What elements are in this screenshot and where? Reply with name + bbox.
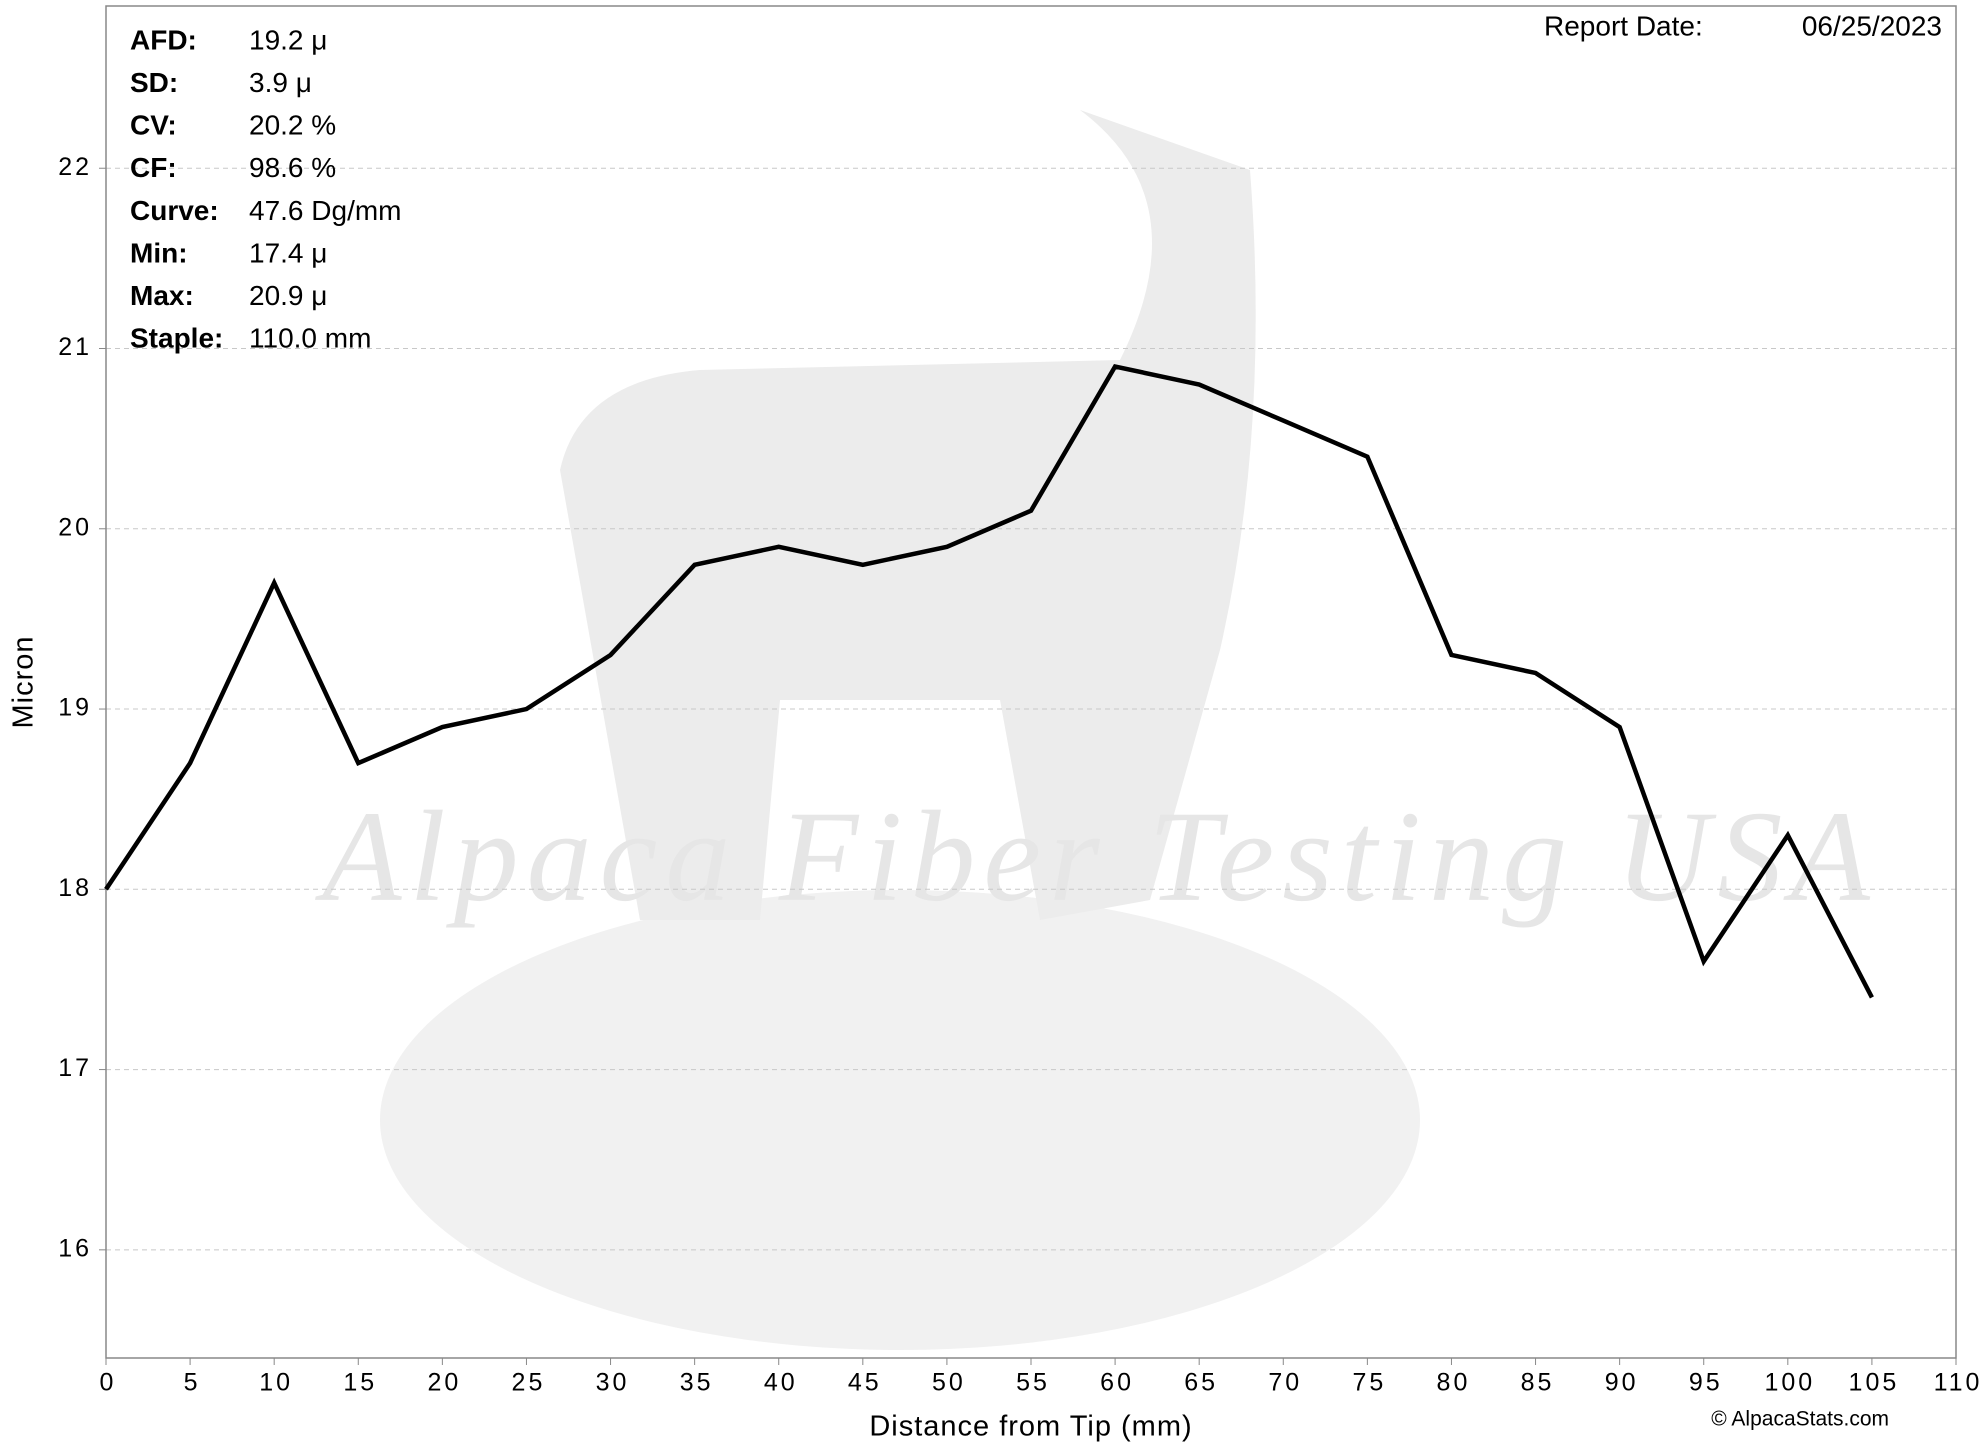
- x-tick-label: 45: [848, 1369, 882, 1397]
- stat-label: Staple:: [130, 323, 223, 354]
- stat-label: AFD:: [130, 24, 197, 55]
- x-tick-label: 25: [512, 1369, 546, 1397]
- x-tick-label: 110: [1934, 1369, 1980, 1397]
- y-tick-label: 16: [58, 1234, 92, 1262]
- stat-value: 110.0 mm: [249, 323, 371, 354]
- y-tick-label: 17: [58, 1054, 92, 1082]
- y-tick-label: 18: [58, 874, 92, 902]
- stat-label: Min:: [130, 237, 188, 268]
- x-tick-label: 95: [1689, 1369, 1723, 1397]
- watermark: Alpaca Fiber Testing USA: [314, 785, 1878, 929]
- stat-value: 19.2 μ: [249, 24, 327, 55]
- x-tick-label: 40: [764, 1369, 798, 1397]
- x-tick-label: 50: [932, 1369, 966, 1397]
- stat-value: 20.9 μ: [249, 280, 327, 311]
- stat-label: CV:: [130, 110, 177, 141]
- x-tick-label: 105: [1849, 1369, 1900, 1397]
- stat-value: 20.2 %: [249, 110, 336, 141]
- x-axis-label: Distance from Tip (mm): [869, 1411, 1192, 1443]
- y-tick-label: 20: [58, 513, 92, 541]
- x-tick-label: 75: [1352, 1369, 1386, 1397]
- stat-value: 98.6 %: [249, 152, 336, 183]
- x-tick-label: 15: [343, 1369, 377, 1397]
- stat-label: Max:: [130, 280, 194, 311]
- page: Alpaca Fiber Testing USA AFD: 19.2 μ SD: 3.…: [0, 0, 1980, 1445]
- x-tick-label: 35: [680, 1369, 714, 1397]
- x-tick-label: 80: [1437, 1369, 1471, 1397]
- stat-label: Curve:: [130, 195, 219, 226]
- x-tick-label: 65: [1184, 1369, 1218, 1397]
- x-tick-label: 5: [184, 1369, 201, 1397]
- stat-value: 3.9 μ: [249, 67, 312, 98]
- copyright: © AlpacaStats.com: [1711, 1408, 1889, 1431]
- report-date-label: Report Date:: [1544, 10, 1703, 41]
- x-tick-label: 20: [427, 1369, 461, 1397]
- stat-label: CF:: [130, 152, 177, 183]
- y-tick-label: 19: [58, 694, 92, 722]
- y-axis-label: Micron: [8, 635, 40, 728]
- x-tick-label: 0: [100, 1369, 117, 1397]
- chart: Alpaca Fiber Testing USA AFD: 19.2 μ SD: 3.…: [0, 0, 1980, 1445]
- report-date: 06/25/2023: [1802, 10, 1942, 41]
- stat-value: 17.4 μ: [249, 237, 327, 268]
- x-tick-label: 90: [1605, 1369, 1639, 1397]
- stat-label: SD:: [130, 67, 178, 98]
- x-tick-label: 60: [1100, 1369, 1134, 1397]
- y-tick-label: 21: [58, 333, 92, 361]
- x-tick-label: 55: [1016, 1369, 1050, 1397]
- x-tick-label: 70: [1268, 1369, 1302, 1397]
- x-tick-label: 85: [1521, 1369, 1555, 1397]
- watermark-rock: [380, 890, 1420, 1350]
- x-tick-label: 30: [596, 1369, 630, 1397]
- x-tick-label: 100: [1764, 1369, 1815, 1397]
- x-tick-label: 10: [259, 1369, 293, 1397]
- y-tick-label: 22: [58, 153, 92, 181]
- stat-value: 47.6 Dg/mm: [249, 195, 402, 226]
